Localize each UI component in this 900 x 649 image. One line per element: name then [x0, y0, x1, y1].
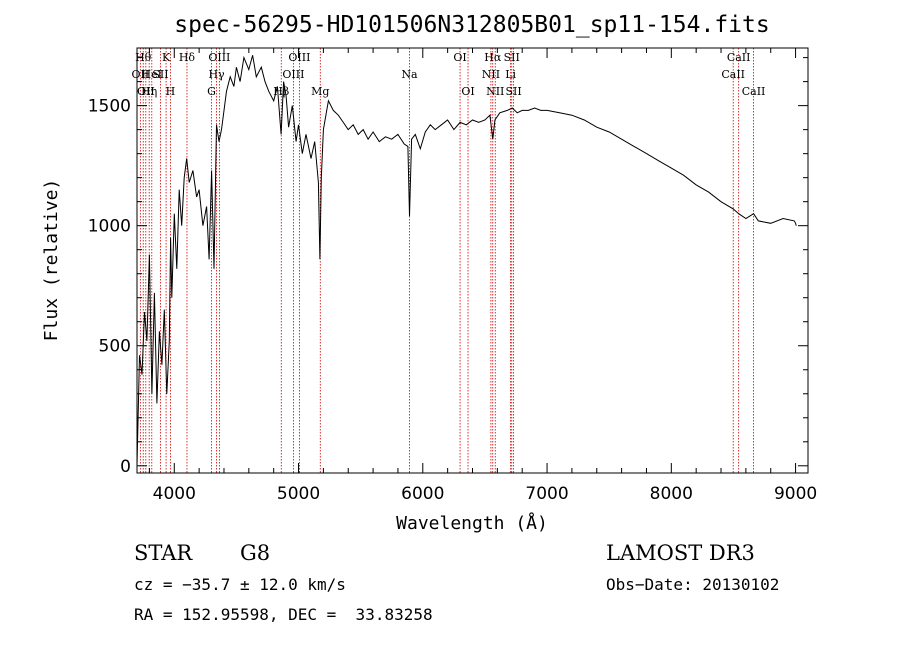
spectral-line-label: NII: [482, 68, 500, 81]
coordinates-readout: RA = 152.95598, DEC = 33.83258: [134, 605, 433, 624]
x-tick-label: 7000: [525, 484, 568, 504]
y-tick-label: 0: [120, 457, 131, 477]
observation-date: Obs−Date: 20130102: [606, 575, 779, 594]
spectral-line-label: Hα: [484, 51, 502, 64]
spectral-line-label: OIII: [208, 51, 230, 64]
x-tick-label: 4000: [153, 484, 196, 504]
spectral-line-label: CaII: [721, 68, 745, 81]
spectral-line-label: Li: [505, 68, 516, 81]
spectral-line-label: SII: [504, 51, 520, 64]
spectral-line-label: OIII: [282, 68, 304, 81]
x-tick-label: 9000: [774, 484, 817, 504]
spectral-line-labels: OIIHθOIIHηHeISIIKHHδGHγOIIIHβOIIIOIIIMgN…: [131, 51, 765, 98]
spectral-line-label: SII: [506, 85, 522, 98]
plot-frame: [136, 47, 809, 474]
chart-title: spec-56295-HD101506N312805B01_sp11-154.f…: [174, 12, 769, 38]
y-tick-label: 1000: [88, 217, 131, 237]
spectral-line-label: OII: [131, 68, 149, 81]
spectral-line-label: Mg: [311, 85, 329, 98]
x-tick-label: 6000: [401, 484, 444, 504]
spectral-line-label: OII: [137, 85, 155, 98]
y-tick-label: 500: [99, 337, 131, 357]
spectral-line-label: Hη: [141, 85, 157, 98]
object-subclass: G8: [240, 541, 270, 565]
x-tick-label: 8000: [650, 484, 693, 504]
redshift-readout: cz = −35.7 ± 12.0 km/s: [134, 575, 346, 594]
x-axis-label: Wavelength (Å): [396, 512, 548, 534]
survey-name: LAMOST DR3: [606, 541, 755, 565]
y-axis-ticks: 0 500 1000 1500: [88, 57, 808, 477]
spectral-line-label: HeI: [142, 68, 162, 81]
spectral-line-label: CaII: [742, 85, 766, 98]
spectral-line-label: CaII: [727, 51, 751, 64]
spectral-line-label: OI: [461, 85, 474, 98]
spectral-line-label: K: [162, 51, 171, 64]
spectral-line-label: OIII: [288, 51, 310, 64]
y-axis-label: Flux (relative): [41, 179, 62, 342]
spectrum-series-line: [136, 55, 797, 466]
spectral-line-label: OI: [453, 51, 466, 64]
y-tick-label: 1500: [88, 97, 131, 117]
object-class: STAR: [134, 541, 193, 565]
spectral-line-label: SII: [152, 68, 168, 81]
spectral-line-label: NII: [486, 85, 504, 98]
x-axis-ticks: 4000 5000 6000 7000 8000 9000: [148, 48, 817, 504]
x-tick-label: 5000: [277, 484, 320, 504]
spectral-line-label: Na: [401, 68, 418, 81]
spectral-line-markers: [139, 48, 754, 473]
spectral-line-label: Hδ: [179, 51, 196, 64]
spectral-line-label: G: [207, 85, 216, 98]
spectral-line-label: Hθ: [135, 51, 152, 64]
spectral-line-label: Hγ: [208, 68, 225, 81]
spectral-line-label: H: [166, 85, 176, 98]
